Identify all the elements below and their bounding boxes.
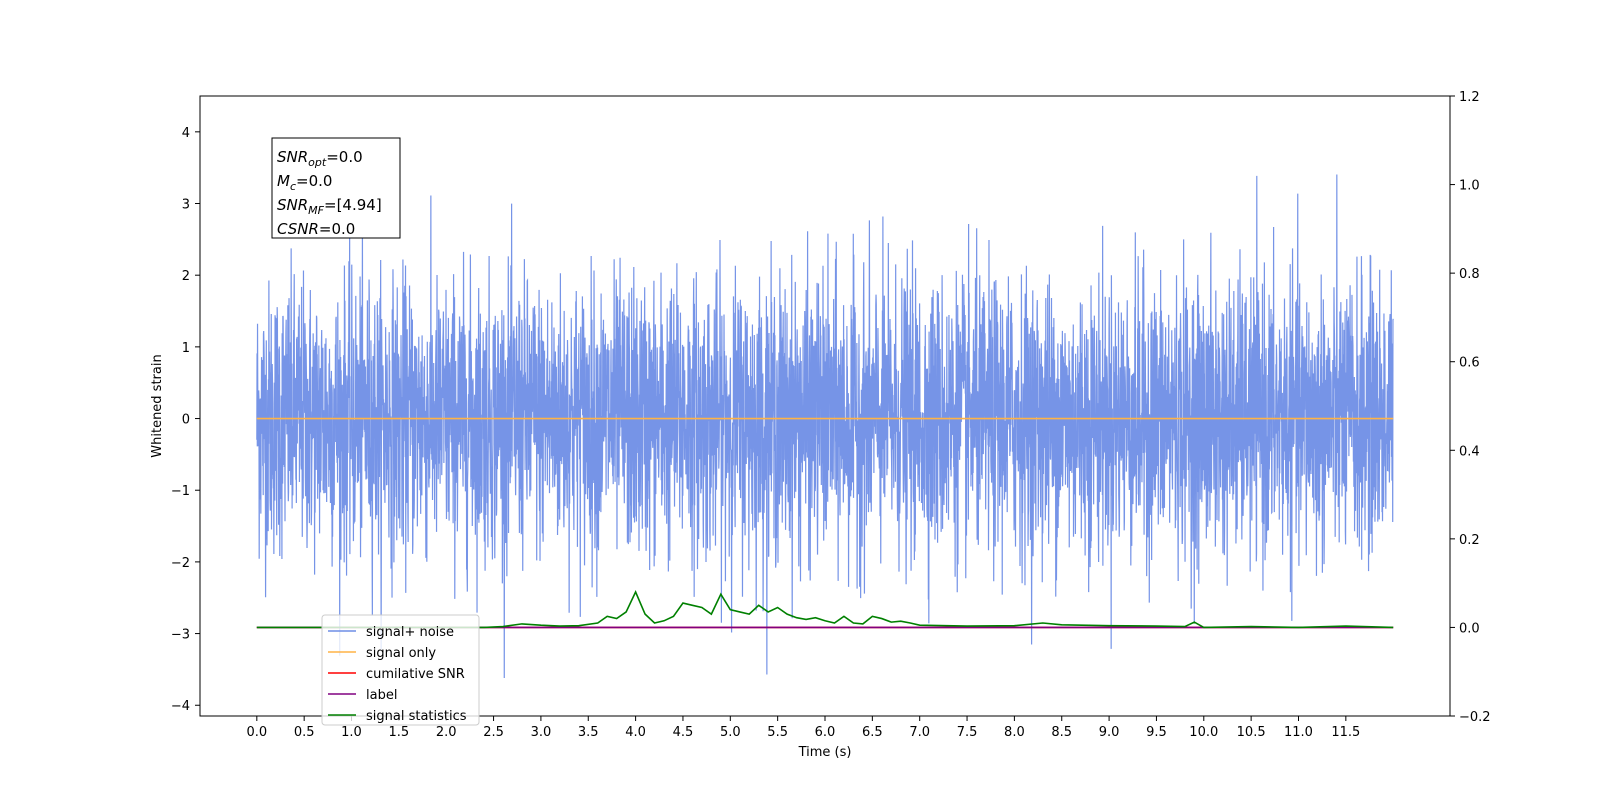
x-tick-label: 4.5 [673, 725, 694, 740]
y-tick-label: 3 [182, 198, 190, 213]
legend-label: label [366, 688, 397, 703]
x-tick-label: 10.5 [1237, 725, 1266, 740]
y2-tick-label: 0.2 [1459, 533, 1480, 548]
x-tick-label: 3.0 [531, 725, 552, 740]
y-tick-label: 1 [182, 341, 190, 356]
legend-label: cumilative SNR [366, 667, 465, 682]
x-tick-label: 10.0 [1189, 725, 1218, 740]
legend-label: signal only [366, 646, 436, 661]
y-tick-label: 4 [182, 126, 190, 141]
y2-tick-label: 0.8 [1459, 267, 1480, 282]
signal-noise-line [256, 174, 1394, 679]
x-tick-label: 1.5 [389, 725, 410, 740]
x-tick-label: 5.5 [767, 725, 788, 740]
y2-tick-label: 0.6 [1459, 356, 1480, 371]
legend-label: signal statistics [366, 709, 467, 724]
y-tick-label: −3 [171, 628, 190, 643]
x-tick-label: 8.0 [1004, 725, 1025, 740]
y-tick-label: −2 [171, 556, 190, 571]
legend: signal+ noise signal only cumilative SNR la… [321, 614, 480, 726]
y2-axis-ticks: −0.2 0.0 0.2 0.4 0.6 0.8 1.0 1.2 [1450, 90, 1491, 725]
y-axis-label: Whitened strain [150, 354, 165, 457]
x-tick-label: 0.5 [294, 725, 315, 740]
x-tick-label: 5.0 [720, 725, 741, 740]
y-axis-ticks: −4 −3 −2 −1 0 1 2 3 4 [171, 126, 200, 714]
y-tick-label: 2 [182, 269, 190, 284]
y2-tick-label: −0.2 [1459, 710, 1491, 725]
x-tick-label: 7.5 [957, 725, 978, 740]
signal-statistics-line [256, 590, 1394, 629]
x-tick-label: 6.0 [815, 725, 836, 740]
x-axis-ticks: 0.0 0.5 1.0 1.5 2.0 2.5 3.0 3.5 4.0 4.5 5.0 5.5 6.0 6… [246, 716, 1360, 740]
x-tick-label: 2.0 [436, 725, 457, 740]
x-tick-label: 4.0 [625, 725, 646, 740]
annotation-line: SNRopt=0.0 [277, 148, 363, 169]
x-tick-label: 11.0 [1284, 725, 1313, 740]
snr-annotation-box: SNRopt=0.0 Mc=0.0 SNRMF=[4.94] CSNR=0.0 [271, 137, 401, 239]
x-tick-label: 7.0 [909, 725, 930, 740]
x-tick-label: 11.5 [1331, 725, 1360, 740]
x-tick-label: 9.0 [1099, 725, 1120, 740]
x-tick-label: 8.5 [1051, 725, 1072, 740]
x-tick-label: 1.0 [341, 725, 362, 740]
x-tick-label: 0.0 [246, 725, 267, 740]
legend-label: signal+ noise [366, 625, 454, 640]
y2-tick-label: 0.4 [1459, 444, 1480, 459]
x-axis-label: Time (s) [798, 745, 852, 760]
annotation-line: SNRMF=[4.94] [277, 196, 382, 217]
x-tick-label: 6.5 [862, 725, 883, 740]
signal-noise-series [256, 174, 1394, 679]
y-tick-label: −1 [171, 484, 190, 499]
x-tick-label: 2.5 [483, 725, 504, 740]
y-tick-label: 0 [182, 413, 190, 428]
x-tick-label: 9.5 [1146, 725, 1167, 740]
y-tick-label: −4 [171, 699, 190, 714]
y2-tick-label: 0.0 [1459, 621, 1480, 636]
y2-tick-label: 1.0 [1459, 179, 1480, 194]
y2-tick-label: 1.2 [1459, 90, 1480, 105]
annotation-line: Mc=0.0 [277, 172, 332, 193]
annotation-line: CSNR=0.0 [277, 220, 355, 238]
x-tick-label: 3.5 [578, 725, 599, 740]
